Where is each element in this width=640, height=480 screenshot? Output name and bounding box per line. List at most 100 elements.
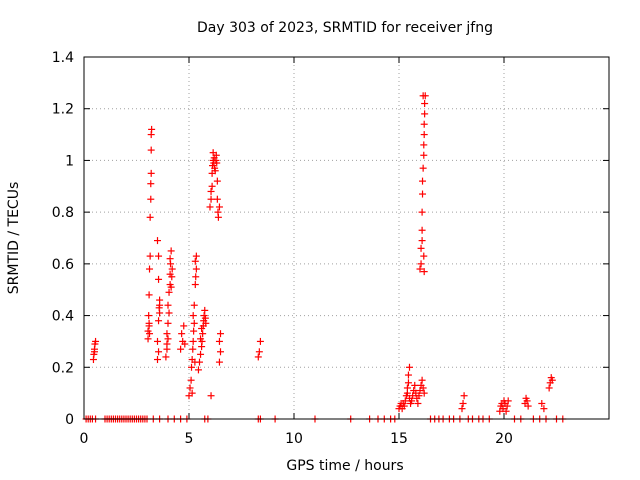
data-point xyxy=(420,151,428,159)
y-tick-label: 1 xyxy=(65,153,74,169)
data-point xyxy=(146,252,154,260)
data-point xyxy=(187,376,195,384)
data-point xyxy=(416,265,424,273)
data-point xyxy=(414,399,422,407)
data-point xyxy=(147,146,155,154)
data-point xyxy=(167,247,175,255)
data-point xyxy=(420,389,428,397)
data-point xyxy=(196,358,203,366)
data-point xyxy=(419,384,427,392)
data-point xyxy=(164,319,172,327)
data-point xyxy=(420,252,428,260)
data-point xyxy=(197,350,205,358)
x-tick-label: 20 xyxy=(495,431,513,447)
y-tick-label: 0 xyxy=(65,412,74,428)
data-point xyxy=(189,312,197,320)
y-tick-label: 1.2 xyxy=(52,102,74,118)
data-point xyxy=(420,141,428,149)
data-point xyxy=(213,159,221,167)
grid-lines xyxy=(84,57,609,419)
data-point xyxy=(165,309,173,317)
data-point xyxy=(147,195,155,203)
axis-ticks: 0 5 10 15 20 0 0.2 0.4 0.6 0.8 1 1.2 1.4 xyxy=(52,50,609,447)
data-point xyxy=(145,291,153,299)
data-point xyxy=(206,203,214,211)
x-tick-label: 0 xyxy=(80,431,89,447)
data-point xyxy=(155,304,163,312)
data-point xyxy=(540,405,548,413)
data-point xyxy=(503,402,511,410)
data-point xyxy=(460,392,468,400)
chart-title: Day 303 of 2023, SRMTID for receiver jfn… xyxy=(197,20,493,36)
data-point xyxy=(191,281,199,289)
data-point xyxy=(406,363,413,371)
data-point xyxy=(215,358,223,366)
data-point xyxy=(166,255,174,263)
data-point xyxy=(419,190,427,198)
data-points xyxy=(82,92,567,423)
data-point xyxy=(167,283,175,291)
data-point xyxy=(164,335,172,343)
data-point xyxy=(191,257,199,265)
data-point xyxy=(421,110,429,118)
data-point xyxy=(419,177,427,185)
y-axis-label: SRMTID / TECUs xyxy=(6,182,22,295)
data-point xyxy=(207,187,215,195)
y-tick-label: 0.2 xyxy=(52,360,74,376)
data-point xyxy=(155,317,163,325)
data-point xyxy=(401,397,409,405)
data-point xyxy=(168,273,176,281)
y-tick-label: 1.4 xyxy=(52,50,74,66)
data-point xyxy=(417,260,425,268)
x-tick-label: 5 xyxy=(185,431,194,447)
data-point xyxy=(207,392,215,400)
data-point xyxy=(213,177,221,185)
data-point xyxy=(163,330,171,338)
data-point xyxy=(524,402,532,410)
data-point xyxy=(403,384,411,392)
data-point xyxy=(523,397,531,405)
data-point xyxy=(148,125,156,133)
data-point xyxy=(199,330,207,338)
data-point xyxy=(146,265,154,273)
data-point xyxy=(197,335,205,343)
data-point xyxy=(155,252,163,260)
data-point xyxy=(198,325,206,332)
data-point xyxy=(504,397,512,405)
data-point xyxy=(154,237,161,245)
data-point xyxy=(212,151,220,159)
data-point xyxy=(215,337,223,345)
data-point xyxy=(400,402,408,410)
data-point xyxy=(154,356,161,364)
data-point xyxy=(207,195,215,203)
data-point xyxy=(420,131,428,139)
data-point xyxy=(415,392,423,400)
data-point xyxy=(420,268,428,276)
y-tick-label: 0.8 xyxy=(52,205,74,221)
data-point xyxy=(548,376,556,384)
data-point xyxy=(186,384,194,392)
data-point xyxy=(146,330,154,338)
data-point xyxy=(418,376,426,384)
data-point xyxy=(146,213,154,221)
data-point xyxy=(217,330,224,338)
x-axis-label: GPS time / hours xyxy=(286,458,403,474)
data-point xyxy=(420,120,428,128)
data-point xyxy=(419,92,427,100)
data-point xyxy=(418,226,426,234)
data-point xyxy=(188,363,196,371)
data-point xyxy=(189,337,197,345)
x-tick-label: 15 xyxy=(390,431,408,447)
data-point xyxy=(419,164,427,172)
data-point xyxy=(404,379,412,387)
data-point xyxy=(538,399,546,407)
plot-frame xyxy=(83,56,610,420)
data-point xyxy=(201,306,209,314)
data-point xyxy=(213,195,221,203)
data-point xyxy=(190,327,198,335)
data-point xyxy=(418,237,426,245)
data-point xyxy=(417,244,425,252)
data-point xyxy=(254,353,262,361)
data-point xyxy=(215,203,223,211)
